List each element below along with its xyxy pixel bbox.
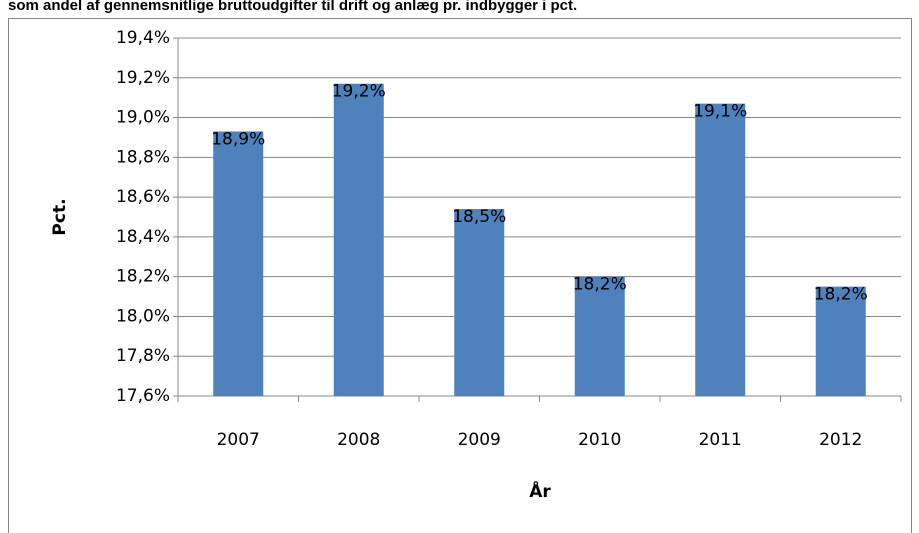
y-tick-label: 19,4%: [116, 28, 170, 48]
bar: [213, 131, 264, 396]
x-tick-label: 2010: [578, 430, 621, 450]
y-tick-label: 18,2%: [116, 267, 170, 287]
y-tick-label: 17,8%: [116, 346, 170, 366]
x-axis-title: År: [529, 479, 551, 502]
y-tick-label: 18,8%: [116, 147, 170, 167]
data-label: 19,2%: [332, 82, 386, 102]
data-label: 18,2%: [573, 275, 627, 295]
chart-frame: [8, 18, 912, 533]
y-tick-label: 17,6%: [116, 386, 170, 406]
bar: [695, 103, 746, 396]
bar: [454, 209, 505, 396]
y-tick-label: 18,0%: [116, 306, 170, 326]
x-tick-label: 2008: [337, 430, 380, 450]
bar: [574, 276, 625, 396]
x-tick-label: 2012: [819, 430, 862, 450]
data-label: 18,2%: [814, 285, 868, 305]
chart-title: som andel af gennemsnitlige bruttoudgift…: [8, 0, 577, 14]
x-tick-label: 2011: [699, 430, 742, 450]
data-label: 19,1%: [693, 102, 747, 122]
y-tick-label: 19,0%: [116, 108, 170, 128]
x-tick-label: 2007: [217, 430, 260, 450]
y-axis-title: Pct.: [50, 198, 70, 235]
bar: [333, 83, 384, 396]
bar: [815, 286, 866, 396]
y-tick-label: 18,4%: [116, 227, 170, 247]
data-label: 18,9%: [211, 129, 265, 149]
y-tick-label: 19,2%: [116, 68, 170, 88]
x-tick-label: 2009: [458, 430, 501, 450]
y-tick-label: 18,6%: [116, 187, 170, 207]
data-label: 18,5%: [452, 207, 506, 227]
